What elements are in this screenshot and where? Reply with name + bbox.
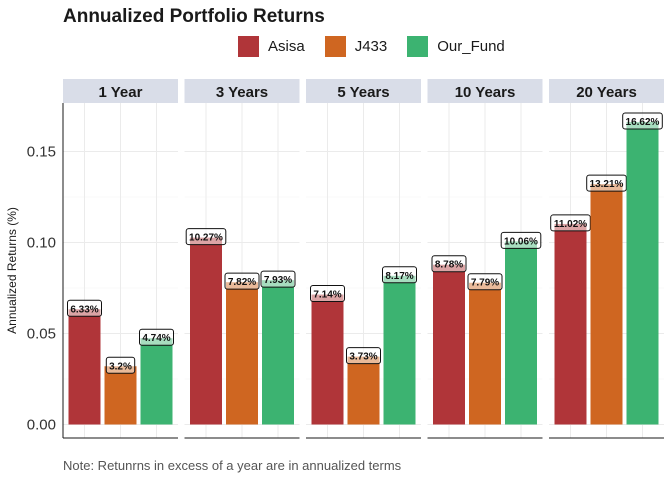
legend-item-j433: J433 [324,36,388,57]
bar-10-years-our-fund [505,241,537,425]
data-label-20-years-our-fund: 16.62% [626,117,660,128]
data-label-3-years-j433: 7.82% [228,277,256,288]
legend-label-j433: J433 [354,38,388,55]
legend: Asisa J433 Our_Fund [238,36,525,57]
data-label-10-years-j433: 7.79% [471,278,499,289]
y-tick-label-3: 0.15 [27,144,56,161]
bar-1-year-j433 [104,366,137,425]
data-label-5-years-j433: 3.73% [349,352,377,363]
bar-20-years-j433 [590,184,623,425]
y-axis-label: Annualized Returns (%) [5,207,19,334]
y-tick-label-0: 0.00 [27,417,56,434]
facet-strip-label-1-year: 1 Year [99,84,143,101]
facet-strip-label-10-years: 10 Years [455,84,516,101]
legend-item-our-fund: Our_Fund [407,36,505,57]
bar-3-years-j433 [226,282,258,425]
legend-swatch-j433 [324,36,346,57]
data-label-box-10-years-j433 [467,273,503,291]
data-label-3-years-our-fund: 7.93% [264,275,292,286]
data-label-box-20-years-j433 [586,174,627,192]
legend-label-our-fund: Our_Fund [437,38,505,55]
data-label-10-years-asisa: 8.78% [435,260,463,271]
data-label-box-3-years-asisa [185,228,227,246]
bar-10-years-j433 [469,282,501,425]
legend-swatch-our-fund [407,36,429,57]
data-label-box-5-years-our-fund [382,266,417,284]
legend-item-asisa: Asisa [238,36,305,57]
bar-5-years-j433 [347,356,380,425]
data-label-20-years-asisa: 11.02% [554,219,587,230]
bar-3-years-our-fund [262,280,294,425]
facet-strip-1-year [63,79,178,103]
facet-strip-label-5-years: 5 Years [337,84,389,101]
bar-5-years-asisa [311,294,344,425]
facet-strip-20-years [549,79,664,103]
bar-10-years-asisa [433,264,465,425]
data-label-box-3-years-j433 [224,272,260,290]
bar-20-years-asisa [554,223,587,425]
data-label-1-year-our-fund: 4.74% [142,333,170,344]
data-label-box-20-years-asisa [550,214,591,232]
data-label-box-5-years-j433 [346,347,381,365]
facet-strip-10-years [427,79,543,103]
bar-5-years-our-fund [383,275,416,425]
y-tick-label-2: 0.10 [27,235,56,252]
data-label-box-20-years-our-fund [622,112,663,130]
data-label-box-1-year-j433 [105,356,136,374]
legend-swatch-asisa [238,36,259,57]
data-label-box-3-years-our-fund [260,270,296,288]
bar-1-year-our-fund [140,338,173,425]
bar-20-years-our-fund [626,122,659,425]
y-tick-label-1: 0.05 [27,326,56,343]
facet-strip-label-3-years: 3 Years [216,84,268,101]
data-label-1-year-asisa: 6.33% [70,304,98,315]
data-label-5-years-asisa: 7.14% [313,290,341,301]
bar-3-years-asisa [190,237,222,425]
data-label-10-years-our-fund: 10.06% [504,236,538,247]
data-label-1-year-j433: 3.2% [109,361,132,372]
data-label-box-1-year-asisa [67,299,102,317]
data-label-box-5-years-asisa [310,285,345,303]
data-label-20-years-j433: 13.21% [590,179,624,190]
data-label-3-years-asisa: 10.27% [189,233,223,244]
facet-strip-5-years [306,79,421,103]
legend-label-asisa: Asisa [268,38,305,55]
data-label-box-10-years-asisa [431,255,467,273]
data-label-box-1-year-our-fund [139,328,174,346]
bar-1-year-asisa [68,309,101,425]
data-label-5-years-our-fund: 8.17% [385,271,413,282]
facet-strip-label-20-years: 20 Years [576,84,637,101]
data-label-box-10-years-our-fund [500,231,542,249]
chart-title: Annualized Portfolio Returns [63,6,325,27]
footnote: Note: Retunrns in excess of a year are i… [63,458,402,473]
facet-strip-3-years [184,79,300,103]
